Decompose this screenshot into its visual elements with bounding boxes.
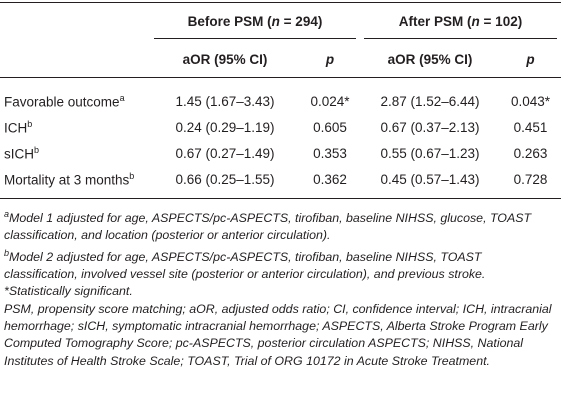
row-footnote-mark: a	[119, 92, 125, 103]
table-cell: 0.451	[513, 119, 548, 135]
group-n: n	[271, 14, 280, 29]
row-label-cell: Favorable outcomea	[0, 78, 150, 115]
footnotes: aModel 1 adjusted for age, ASPECTS/pc-AS…	[4, 206, 557, 370]
corner	[0, 41, 150, 78]
table-cell: 0.55 (0.67–1.23)	[380, 145, 480, 161]
group-header: After PSM (n = 102)	[360, 2, 561, 41]
row-footnote-mark: b	[27, 118, 33, 129]
table-cell: 0.605	[313, 119, 347, 135]
table-row: Favorable outcomea 1.45 (1.67–3.43) 0.024*…	[0, 78, 561, 115]
row-label: ICH	[4, 120, 28, 136]
footnote-text: *Statistically significant.	[4, 284, 133, 299]
column-header-text: aOR (95% CI)	[387, 51, 473, 67]
footnote: bModel 2 adjusted for age, ASPECTS/pc-AS…	[4, 245, 557, 284]
footnote-text: Model 1 adjusted for age, ASPECTS/pc-ASP…	[4, 211, 532, 243]
table-cell: 0.45 (0.57–1.43)	[360, 166, 500, 199]
table-cell: 0.024*	[310, 93, 350, 109]
row-label-cell: ICHb	[0, 114, 150, 140]
footnote-text: PSM, propensity score matching; aOR, adj…	[4, 301, 552, 368]
group-count: = 102)	[479, 14, 523, 29]
group-header: Before PSM (n = 294)	[150, 2, 360, 41]
table-cell: 2.87 (1.52–6.44)	[380, 93, 480, 109]
group-header-text: Before PSM (n = 294)	[154, 14, 356, 39]
table-cell: 0.362	[300, 166, 360, 199]
table-cell: 0.263	[513, 145, 548, 161]
column-header: p	[300, 41, 360, 78]
group-label: Before PSM (	[187, 14, 272, 29]
footnote-text: Model 2 adjusted for age, ASPECTS/pc-ASP…	[4, 249, 486, 282]
row-label-cell: Mortality at 3 monthsb	[0, 166, 150, 199]
table-cell: 0.728	[500, 166, 561, 199]
table-cell: 0.67 (0.27–1.49)	[175, 145, 275, 161]
footnote: aModel 1 adjusted for age, ASPECTS/pc-AS…	[4, 206, 557, 245]
table-cell: 1.45 (1.67–3.43)	[175, 93, 275, 109]
row-footnote-mark: b	[34, 144, 40, 155]
table-body: Favorable outcomea 1.45 (1.67–3.43) 0.024*…	[0, 78, 561, 199]
group-header-text: After PSM (n = 102)	[364, 14, 557, 39]
subheader-row: aOR (95% CI) p aOR (95% CI) p	[0, 41, 561, 78]
row-footnote-mark: b	[129, 170, 135, 181]
table-row: Mortality at 3 monthsb 0.66 (0.25–1.55) 0.…	[0, 166, 561, 199]
column-header-text: p	[526, 51, 535, 67]
row-label: Mortality at 3 months	[4, 172, 130, 188]
table-cell: 0.043*	[510, 93, 551, 109]
table-cell: 0.66 (0.25–1.55)	[150, 166, 300, 199]
column-header: aOR (95% CI)	[150, 41, 300, 78]
table-cell: 0.67 (0.37–2.13)	[380, 119, 480, 135]
results-table: Before PSM (n = 294) After PSM (n = 102) …	[0, 2, 561, 199]
column-header: aOR (95% CI)	[360, 41, 500, 78]
row-label: sICH	[4, 146, 34, 162]
table-cell: 0.353	[313, 145, 347, 161]
group-n: n	[471, 14, 480, 29]
column-header: p	[500, 41, 561, 78]
group-label: After PSM (	[398, 14, 472, 29]
table-row: sICHb 0.67 (0.27–1.49) 0.353 0.55 (0.67–1.2…	[0, 140, 561, 166]
group-header-row: Before PSM (n = 294) After PSM (n = 102)	[0, 2, 561, 41]
column-header-text: p	[325, 51, 335, 67]
row-label: Favorable outcome	[4, 94, 120, 110]
footnote: PSM, propensity score matching; aOR, adj…	[4, 301, 557, 370]
table-cell: 0.24 (0.29–1.19)	[175, 119, 275, 135]
group-count: = 294)	[279, 14, 323, 29]
row-label-cell: sICHb	[0, 140, 150, 166]
footnote: *Statistically significant.	[4, 283, 557, 300]
column-header-text: aOR (95% CI)	[182, 51, 268, 67]
footnote-mark: a	[4, 209, 10, 219]
table-row: ICHb 0.24 (0.29–1.19) 0.605 0.67 (0.37–2.13…	[0, 114, 561, 140]
corner	[0, 2, 150, 41]
footnote-mark: b	[4, 247, 10, 258]
